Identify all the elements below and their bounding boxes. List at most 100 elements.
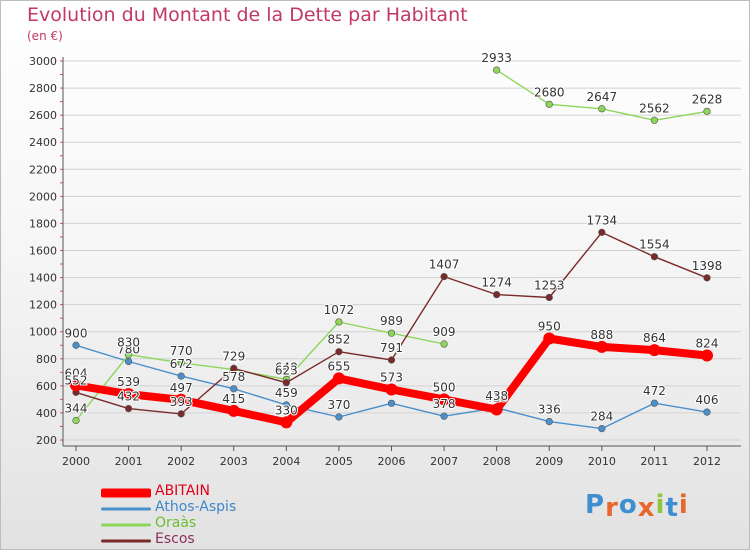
data-label-escos: 432 <box>117 390 140 404</box>
data-label-athos-aspis: 406 <box>696 393 719 407</box>
x-tick-label: 2005 <box>325 455 353 468</box>
data-label-escos: 1398 <box>692 259 723 273</box>
data-point-escos <box>335 348 343 356</box>
data-label-ora-s: 989 <box>380 314 403 328</box>
data-point-ora-s <box>650 116 659 124</box>
y-tick-label: 200 <box>36 434 57 447</box>
data-label-ora-s: 344 <box>65 402 88 416</box>
data-point-abitain <box>70 379 82 392</box>
data-point-abitain <box>122 388 135 401</box>
x-tick-label: 2010 <box>588 455 616 468</box>
data-label-ora-s: 770 <box>170 344 193 358</box>
data-label-ora-s: 2680 <box>534 85 565 99</box>
chart-title: Evolution du Montant de la Dette par Hab… <box>27 4 468 26</box>
x-tick-label: 2006 <box>378 455 406 468</box>
data-point-ora-s <box>177 359 185 367</box>
legend-swatch <box>101 539 151 542</box>
proxiti-logo-letter: r <box>605 493 619 523</box>
proxiti-logo-letter: o <box>618 490 638 520</box>
data-label-escos: 1253 <box>534 278 565 292</box>
data-label-abitain: 573 <box>380 371 403 385</box>
data-point-athos-aspis <box>598 425 606 433</box>
data-point-athos-aspis <box>387 399 396 407</box>
data-label-ora-s: 2562 <box>639 101 670 115</box>
y-tick-label: 400 <box>36 407 57 420</box>
data-label-escos: 393 <box>170 395 193 409</box>
data-label-abitain: 604 <box>65 366 88 380</box>
y-tick-label: 2600 <box>29 109 57 122</box>
y-tick-label: 600 <box>36 380 57 393</box>
proxiti-logo-letter: i <box>678 490 689 520</box>
data-point-abitain <box>543 332 556 345</box>
y-tick-label: 2200 <box>29 163 57 176</box>
data-point-ora-s <box>440 340 448 348</box>
data-label-escos: 1554 <box>639 238 670 252</box>
data-point-ora-s <box>335 318 343 326</box>
data-point-ora-s <box>703 107 711 115</box>
data-label-abitain: 425 <box>485 391 508 405</box>
proxiti-logo-letter: t <box>665 493 679 523</box>
data-label-escos: 729 <box>222 349 245 363</box>
data-point-athos-aspis <box>282 401 290 409</box>
legend-swatch <box>101 488 151 497</box>
data-label-abitain: 888 <box>590 328 613 342</box>
data-label-athos-aspis: 672 <box>170 357 193 371</box>
data-point-athos-aspis <box>72 341 80 349</box>
data-label-escos: 1734 <box>587 213 618 227</box>
data-point-escos <box>124 404 133 413</box>
data-point-athos-aspis <box>230 385 238 393</box>
data-point-abitain <box>332 372 345 385</box>
data-point-escos <box>282 379 290 387</box>
data-label-abitain: 330 <box>275 403 298 417</box>
data-point-abitain <box>595 340 608 353</box>
data-label-ora-s: 909 <box>433 325 456 339</box>
data-label-escos: 1274 <box>481 276 512 290</box>
data-label-abitain: 500 <box>433 380 456 394</box>
data-label-athos-aspis: 578 <box>222 370 245 384</box>
data-label-ora-s: 2933 <box>481 51 512 65</box>
proxiti-logo: Proxiti <box>585 490 689 523</box>
x-tick-label: 2001 <box>115 455 143 468</box>
y-tick-label: 3000 <box>29 55 57 68</box>
y-tick-label: 2000 <box>29 190 57 203</box>
x-tick-label: 2003 <box>220 455 248 468</box>
x-tick-label: 2008 <box>483 455 511 468</box>
data-point-ora-s <box>598 105 606 113</box>
data-point-escos <box>493 291 501 299</box>
data-point-escos <box>230 364 238 372</box>
data-label-abitain: 539 <box>117 375 140 389</box>
data-label-abitain: 415 <box>222 392 245 406</box>
data-point-athos-aspis <box>545 417 553 426</box>
y-tick-label: 800 <box>36 353 57 366</box>
legend-label: ABITAIN <box>155 483 210 499</box>
data-point-escos <box>650 253 659 261</box>
data-point-abitain <box>490 403 503 416</box>
data-label-escos: 623 <box>275 364 298 378</box>
data-label-athos-aspis: 336 <box>538 403 561 417</box>
data-point-abitain <box>175 393 188 406</box>
data-label-ora-s: 1072 <box>324 303 355 317</box>
data-label-abitain: 824 <box>696 337 719 351</box>
data-point-abitain <box>648 344 661 357</box>
data-label-escos: 791 <box>380 341 403 355</box>
y-tick-label: 2400 <box>29 136 57 149</box>
data-label-abitain: 497 <box>170 381 193 395</box>
x-tick-label: 2011 <box>640 455 668 468</box>
legend-label: Escos <box>155 531 195 547</box>
data-point-escos <box>387 356 396 364</box>
y-tick-label: 1400 <box>29 272 57 285</box>
data-label-athos-aspis: 459 <box>275 386 298 400</box>
x-tick-label: 2004 <box>272 455 300 468</box>
data-point-escos <box>177 410 185 418</box>
data-point-abitain <box>280 416 293 429</box>
y-tick-label: 1200 <box>29 299 57 312</box>
data-point-ora-s <box>72 416 80 425</box>
data-label-ora-s: 2647 <box>587 90 618 104</box>
series-line-ora-s <box>75 321 445 422</box>
x-tick-label: 2009 <box>535 455 563 468</box>
data-point-escos <box>703 274 711 282</box>
data-point-escos <box>545 293 553 302</box>
data-label-athos-aspis: 472 <box>643 384 666 398</box>
